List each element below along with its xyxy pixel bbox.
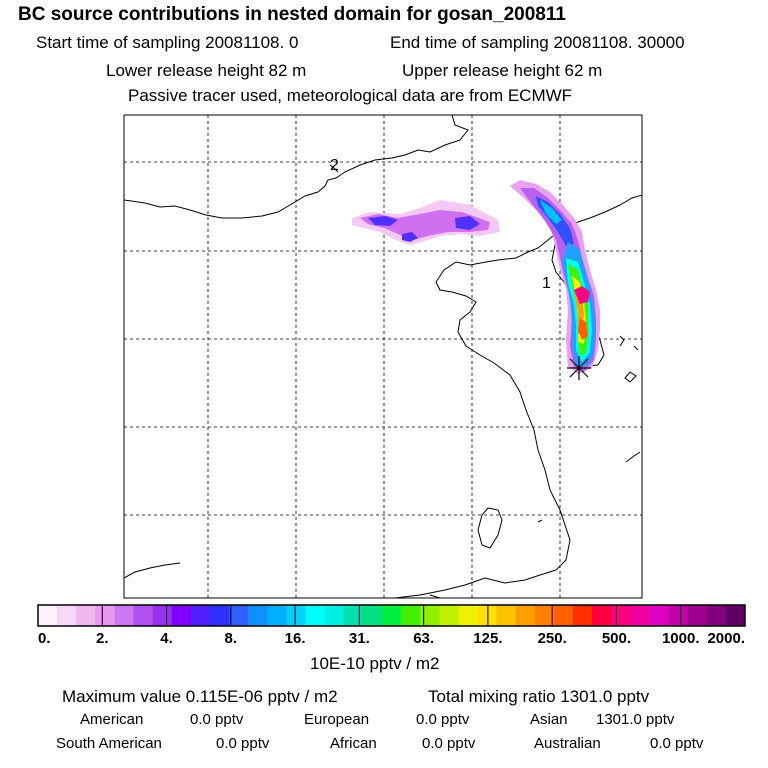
- colorbar-swatch: [420, 605, 440, 626]
- asian-value: 1301.0 pptv: [596, 711, 675, 728]
- colorbar-tick-label: 31.: [349, 630, 370, 647]
- colorbar-swatch: [477, 605, 498, 626]
- end-time-text: End time of sampling 20081108. 30000: [390, 33, 685, 52]
- australian-label: Australian: [534, 735, 601, 752]
- colorbar-swatch: [534, 605, 555, 626]
- concentration-field: [352, 180, 600, 374]
- colorbar-swatch: [439, 605, 459, 626]
- colorbar-tick-label: 500.: [602, 630, 631, 647]
- max-value-text: Maximum value 0.115E-06 pptv / m2: [62, 687, 338, 706]
- colorbar-swatch: [38, 605, 58, 626]
- total-mixing-text: Total mixing ratio 1301.0 pptv: [428, 687, 650, 706]
- colorbar-swatch: [114, 605, 135, 626]
- colorbar-swatch: [573, 605, 593, 626]
- graticule: [124, 115, 642, 598]
- tracer-note-text: Passive tracer used, meteorological data…: [128, 86, 573, 105]
- colorbar-swatch: [381, 605, 402, 626]
- colorbar-swatch: [95, 605, 115, 626]
- european-label: European: [304, 711, 370, 728]
- african-label: African: [330, 735, 377, 752]
- upper-height-text: Upper release height 62 m: [402, 61, 603, 80]
- colorbar-tick-label: 2000.: [707, 630, 745, 647]
- colorbar-swatch: [611, 605, 631, 626]
- colorbar-swatch: [152, 605, 173, 626]
- plot-title: BC source contributions in nested domain…: [18, 4, 566, 25]
- colorbar-tick-label: 2.: [96, 630, 109, 647]
- colorbar-ticks: 0. 2. 4. 8. 16. 31. 63. 125. 250. 500. 1000. 2000.: [38, 605, 745, 647]
- colorbar-swatch: [267, 605, 287, 626]
- colorbar-swatch: [171, 605, 192, 626]
- colorbar-tick-label: 8.: [225, 630, 238, 647]
- colorbar-swatch: [190, 605, 211, 626]
- colorbar-swatch: [209, 605, 230, 626]
- colorbar-swatch: [401, 605, 421, 626]
- region-label-2: 2: [330, 157, 339, 174]
- colorbar-swatch: [630, 605, 650, 626]
- colorbar-tick-label: 1000.: [662, 630, 700, 647]
- south-american-label: South American: [56, 735, 162, 752]
- colorbar-swatch: [515, 605, 536, 626]
- asian-label: Asian: [530, 711, 568, 728]
- colorbar-swatch: [496, 605, 517, 626]
- colorbar-tick-label: 0.: [38, 630, 51, 647]
- american-label: American: [80, 711, 144, 728]
- colorbar-tick-label: 4.: [160, 630, 173, 647]
- colorbar-swatch: [57, 605, 77, 626]
- lower-height-text: Lower release height 82 m: [106, 61, 307, 80]
- colorbar-tick-label: 63.: [413, 630, 434, 647]
- colorbar-swatch: [458, 605, 478, 626]
- region-label-1: 1: [542, 275, 551, 292]
- colorbar-swatch: [592, 605, 612, 626]
- release-site-marker: [567, 356, 591, 380]
- colorbar-swatch: [649, 605, 670, 626]
- colorbar-swatch: [305, 605, 326, 626]
- colorbar-swatch: [133, 605, 154, 626]
- colorbar: [37, 604, 746, 627]
- colorbar-tick-label: 16.: [285, 630, 306, 647]
- colorbar-swatch: [668, 605, 689, 626]
- colorbar-swatch: [706, 605, 727, 626]
- start-time-text: Start time of sampling 20081108. 0: [36, 33, 299, 52]
- south-american-value: 0.0 pptv: [216, 735, 270, 752]
- colorbar-swatch: [76, 605, 96, 626]
- colorbar-swatch: [553, 605, 574, 626]
- colorbar-tick-label: 250.: [538, 630, 567, 647]
- colorbar-swatch: [725, 605, 746, 626]
- colorbar-swatch: [286, 605, 307, 626]
- colorbar-units: 10E-10 pptv / m2: [310, 654, 440, 673]
- colorbar-swatch: [229, 605, 249, 626]
- map-frame: [123, 114, 643, 599]
- australian-value: 0.0 pptv: [650, 735, 704, 752]
- colorbar-swatch: [687, 605, 708, 626]
- european-value: 0.0 pptv: [416, 711, 470, 728]
- colorbar-frame: [37, 604, 746, 627]
- american-value: 0.0 pptv: [190, 711, 244, 728]
- african-value: 0.0 pptv: [422, 735, 476, 752]
- colorbar-swatch: [324, 605, 345, 626]
- colorbar-tick-label: 125.: [473, 630, 502, 647]
- colorbar-swatch: [343, 605, 364, 626]
- colorbar-swatch: [362, 605, 383, 626]
- colorbar-swatch: [248, 605, 268, 626]
